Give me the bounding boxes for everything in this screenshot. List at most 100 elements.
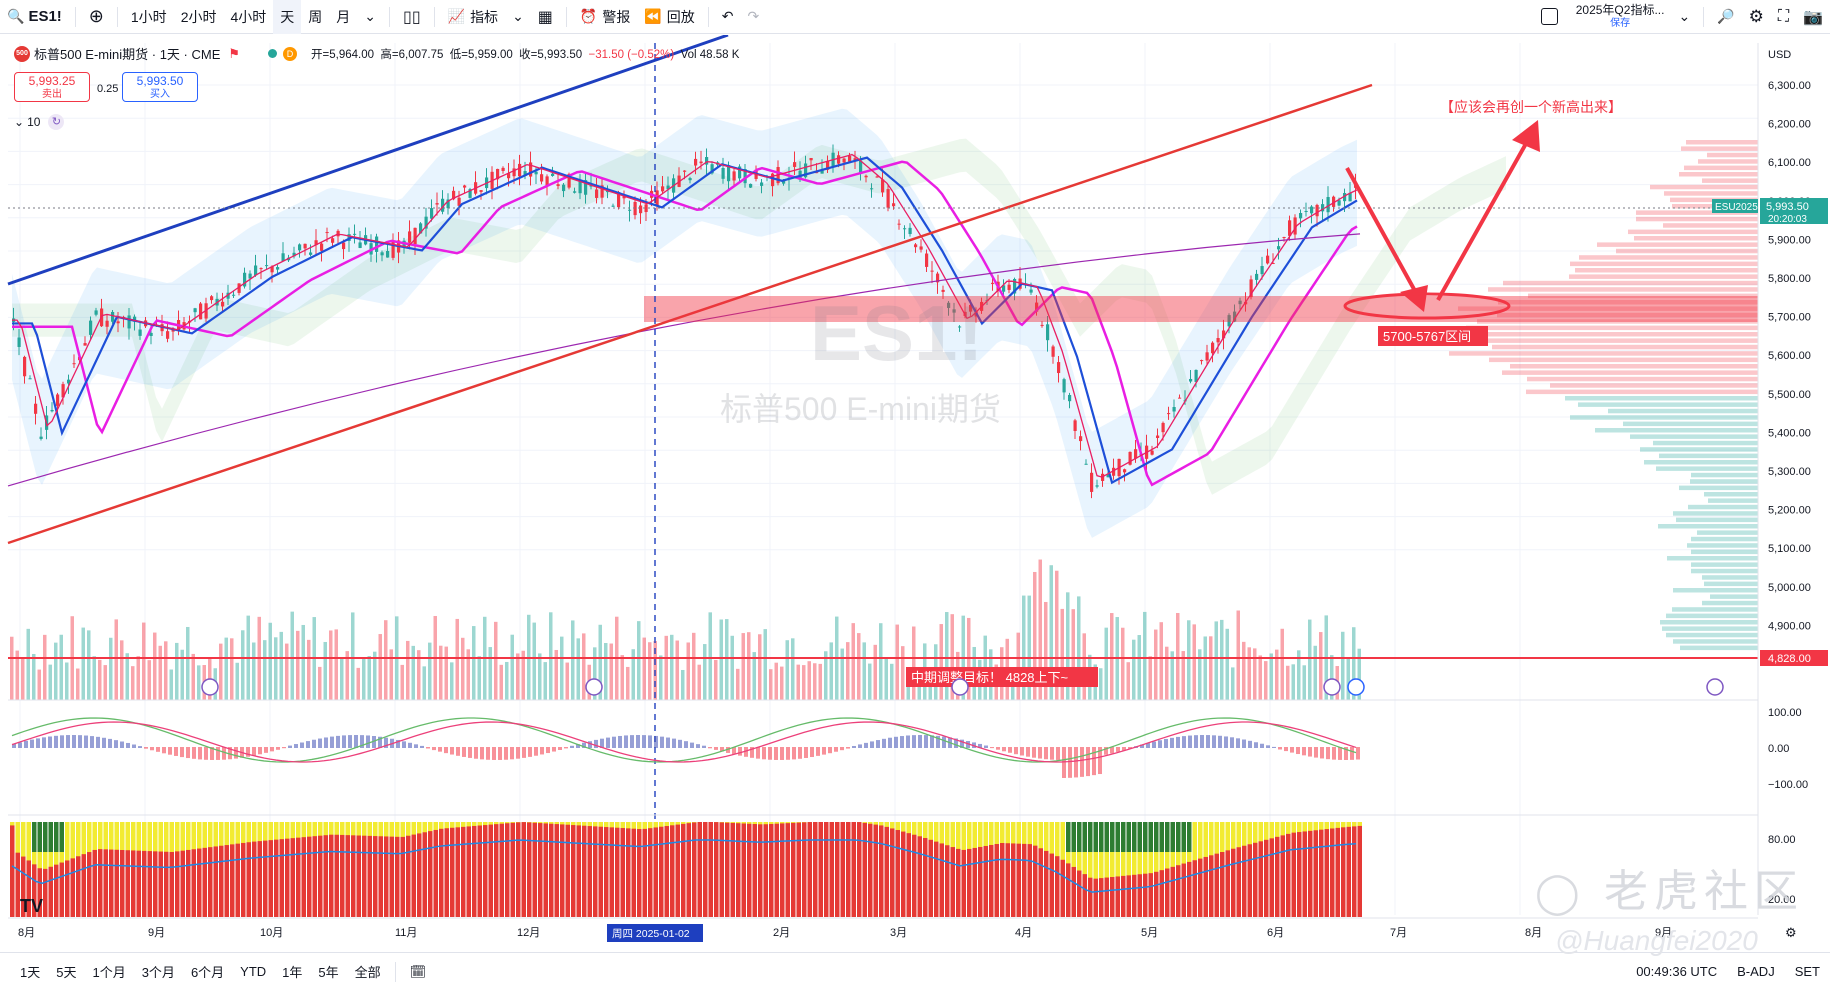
snapshot-button[interactable]: 📷 (1796, 0, 1830, 34)
range-5d[interactable]: 5天 (56, 965, 77, 980)
macd-bar (150, 747, 154, 751)
month-tick-label: 8月 (18, 927, 35, 939)
high-value: 高=6,007.75 (380, 48, 444, 61)
candle-body (1079, 436, 1083, 442)
range-ytd[interactable]: YTD (240, 964, 267, 979)
timeframe-1h[interactable]: 1小时 (130, 8, 167, 25)
volume-profile-bar (1680, 645, 1758, 651)
arrow-up-shaft (1436, 139, 1530, 301)
volume-profile-bar (1595, 428, 1758, 433)
volume-bar (219, 643, 223, 700)
macd-bar (558, 747, 562, 750)
range-3m[interactable]: 3个月 (141, 965, 175, 980)
macd-histogram (12, 735, 1360, 778)
alarm-clock-icon: ⏰ (579, 8, 598, 24)
volume-profile-bar (1684, 165, 1758, 171)
indicator-bar-red (890, 828, 895, 917)
macd-bar (1068, 747, 1072, 778)
chart-area[interactable]: 【应该会再创一个新高出来】 5700-5767区间 中期调整目标！ 4828上下~ E… (0, 33, 1830, 950)
axis-settings-icon: ⚙ (1785, 925, 1797, 940)
indicator-bar-red (1286, 833, 1291, 917)
indicator-bar-green (1110, 822, 1115, 852)
indicator-bar-bg (1126, 822, 1131, 917)
macd-bar (660, 736, 664, 748)
candle-body (661, 186, 665, 192)
candle-body (1029, 289, 1033, 293)
timeframe-1m[interactable]: 月 (336, 8, 351, 25)
indicator-bar-red (1258, 841, 1263, 917)
sell-button[interactable]: 5,993.25 卖出 (14, 72, 90, 102)
replay-button[interactable]: ⏪ 回放 (637, 0, 701, 34)
timeframe-1d[interactable]: 天 (273, 0, 302, 34)
macd-bar (870, 741, 874, 748)
macd-bar (726, 747, 730, 753)
candle-body (358, 242, 362, 248)
indicator-bar-red (76, 856, 81, 917)
volume-profile-bar (1691, 536, 1758, 542)
indicator-bar-red (543, 823, 548, 917)
flag-icon[interactable]: ⚑ (228, 45, 241, 61)
indicator-bar-red (1192, 860, 1197, 917)
indicators-button[interactable]: 📈 指标 ⌄ (441, 0, 531, 34)
volume-bar (65, 662, 69, 700)
timeframe-dropdown[interactable]: ⌄ (357, 0, 383, 34)
macd-bar (714, 747, 718, 750)
fullscreen-button[interactable]: ⛶ (1771, 0, 1796, 34)
candle-body (1233, 311, 1237, 322)
volume-bar (576, 638, 580, 700)
refresh-icon[interactable]: ↻ (48, 114, 65, 130)
indicator-toggle[interactable]: ⌄ 10 ↻ (14, 114, 65, 130)
macd-bar (126, 742, 130, 748)
macd-bar (30, 739, 34, 748)
indicator-bar-red (263, 840, 268, 917)
volume-profile-bar (1656, 466, 1758, 471)
indicator-bar-red (219, 845, 224, 917)
timeframe-2h[interactable]: 2小时 (180, 8, 217, 25)
chart-type-button[interactable]: ▯▯ (396, 0, 428, 34)
symbol-search[interactable]: 🔍 ES1! (0, 0, 69, 34)
macd-bar (642, 735, 646, 748)
candle-body (1073, 420, 1077, 432)
layout-button[interactable]: 2025年Q2指标... 保存 ⌄ (1534, 0, 1697, 34)
date-range-button[interactable]: 🗓 (402, 964, 435, 980)
macd-bar (876, 740, 880, 748)
range-all[interactable]: 全部 (354, 965, 381, 980)
timeframe-1w[interactable]: 周 (308, 8, 323, 25)
indicator-bar-red (961, 849, 966, 917)
macd-bar (1170, 737, 1174, 748)
indicator-bar-red (1297, 832, 1302, 917)
range-6m[interactable]: 6个月 (190, 965, 225, 980)
indicator-bar-red (169, 851, 174, 917)
range-1m[interactable]: 1个月 (92, 965, 126, 980)
volume-bar (1280, 628, 1284, 700)
range-1d[interactable]: 1天 (20, 965, 41, 980)
adjustment-toggle[interactable]: B-ADJ (1737, 963, 1775, 979)
candle-body (892, 203, 896, 207)
range-1y[interactable]: 1年 (282, 965, 303, 980)
quick-search-button[interactable]: 🔎 (1710, 0, 1741, 34)
annotation-range-bg (1378, 326, 1488, 346)
macd-bar (210, 747, 214, 760)
alert-button[interactable]: ⏰ 警报 (573, 0, 637, 34)
contract-tag: ESU2025 (1715, 202, 1758, 213)
settings-button[interactable]: ⚙ (1742, 0, 1771, 34)
buy-button[interactable]: 5,993.50 买入 (122, 72, 198, 102)
indicator-bar-red (791, 822, 796, 917)
timeframe-4h[interactable]: 4小时 (230, 8, 267, 25)
undo-button[interactable]: ↶ (715, 0, 741, 34)
templates-button[interactable]: ▦ (531, 0, 560, 34)
volume-bar (1352, 627, 1356, 700)
indicator-bar-red (741, 823, 746, 917)
macd-bar (1194, 735, 1198, 748)
indicator-bar-red (725, 822, 730, 917)
settlement-toggle[interactable]: SET (1794, 963, 1820, 979)
range-5y[interactable]: 5年 (318, 965, 339, 980)
indicator-bar-bg (1137, 822, 1142, 917)
candle-body (507, 173, 511, 179)
indicator-bar-red (494, 824, 499, 917)
compare-button[interactable]: ⊕ (82, 0, 111, 34)
redo-button[interactable]: ↷ (741, 0, 767, 34)
utc-clock[interactable]: 00:49:36 UTC (1636, 963, 1718, 979)
month-tick-label: 3月 (890, 927, 907, 939)
